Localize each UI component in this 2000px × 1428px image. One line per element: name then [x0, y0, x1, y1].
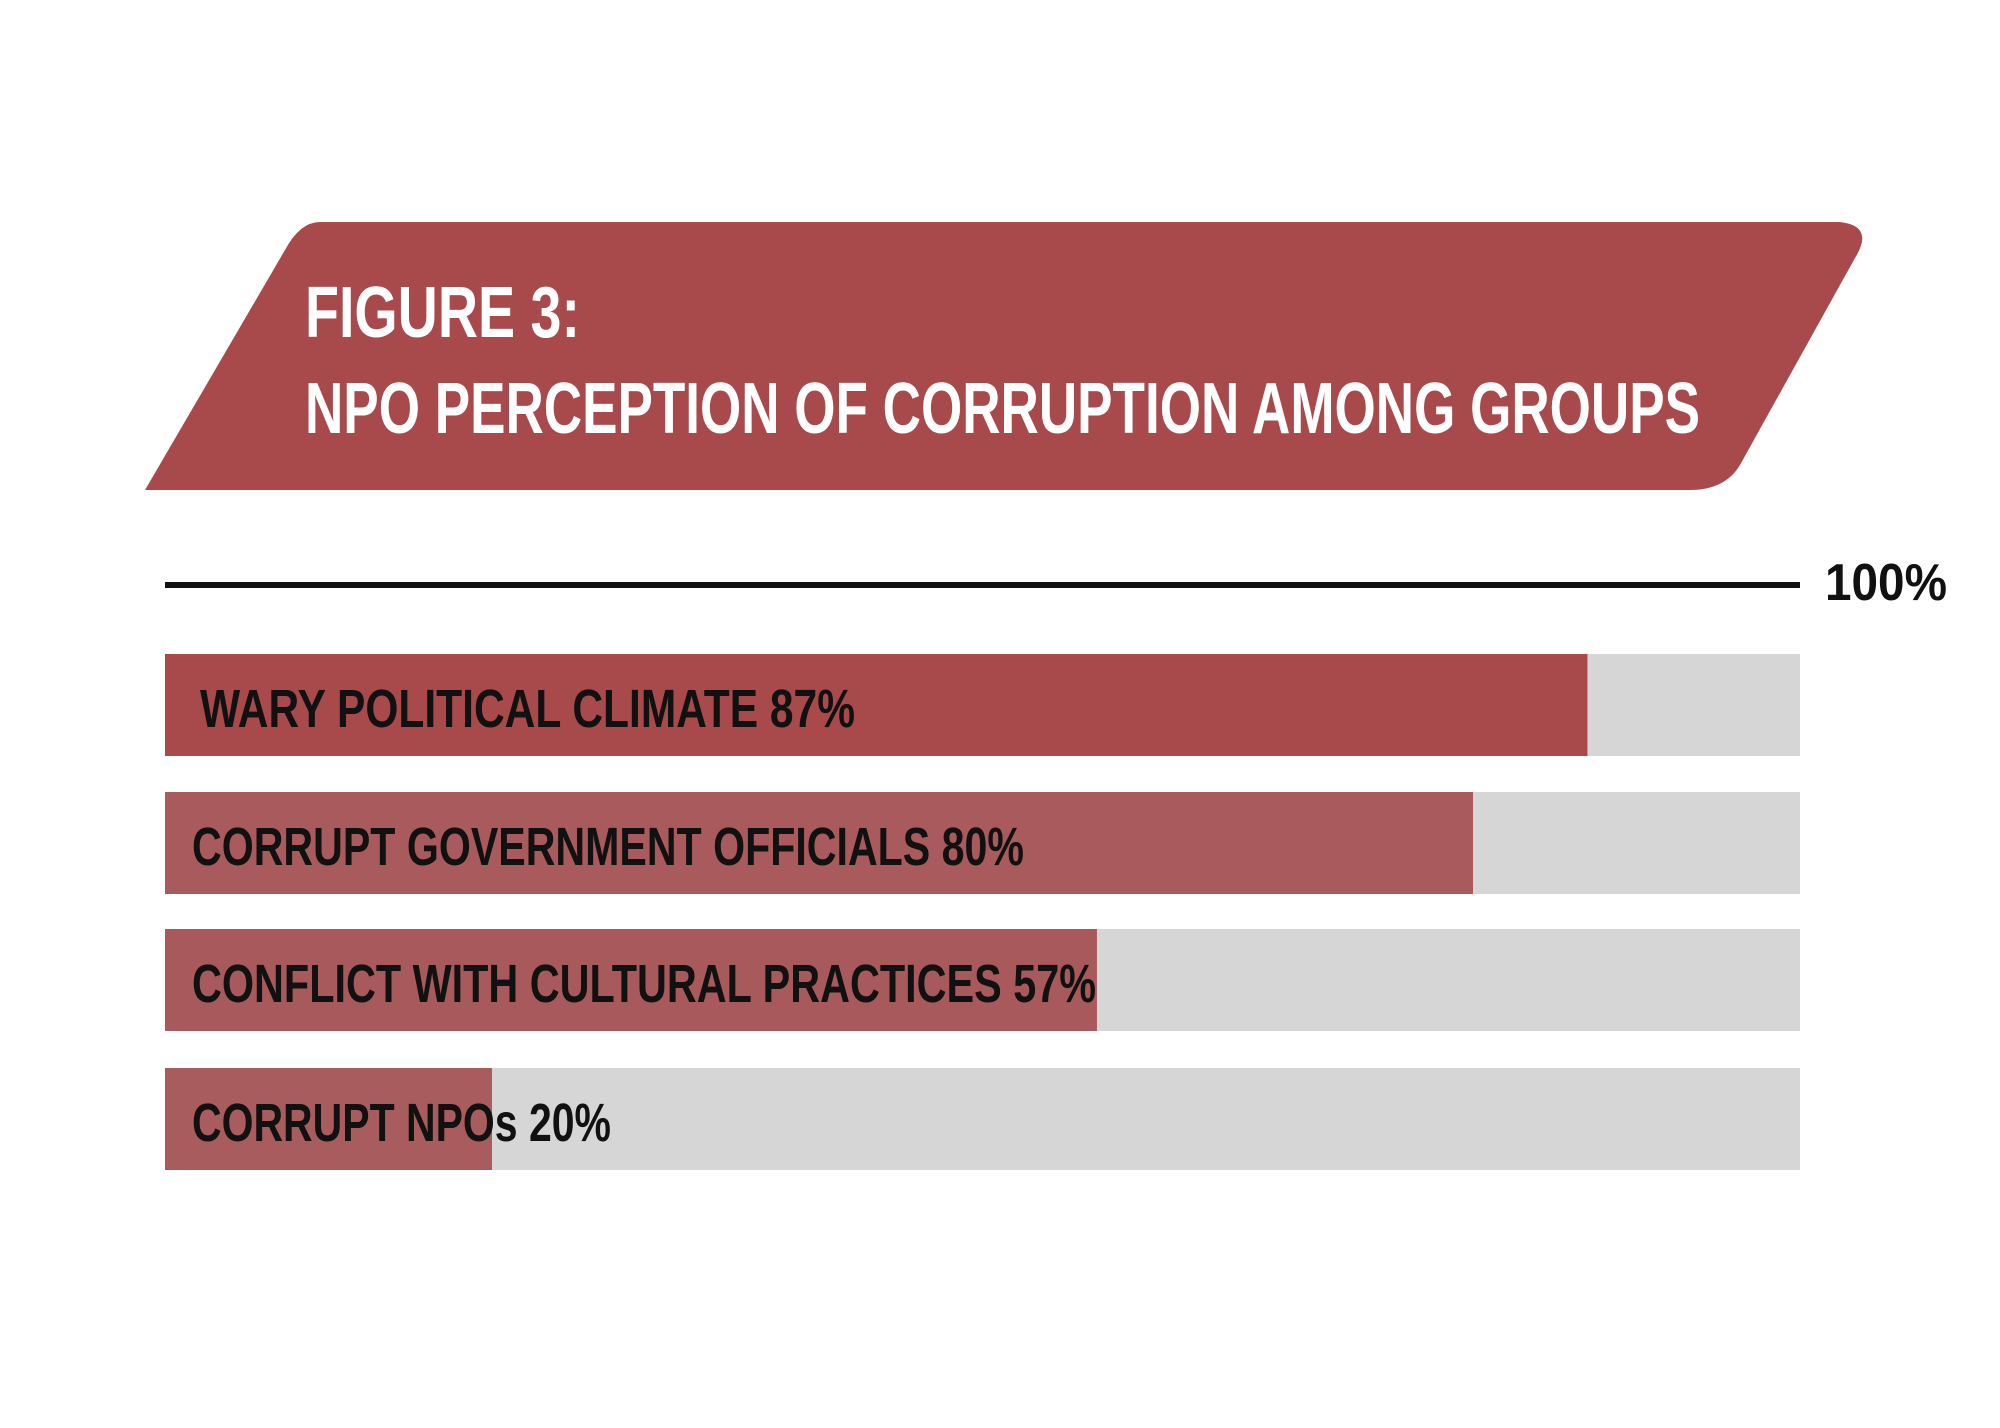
bar [165, 1068, 492, 1170]
chart-title-line1: FIGURE 3: [305, 273, 580, 353]
bar-label: WARY POLITICAL CLIMATE 87% [200, 679, 855, 739]
max-reference-label: 100% [1825, 554, 1947, 612]
title-banner [145, 222, 1863, 490]
bar [165, 792, 1473, 894]
bar [165, 654, 1588, 756]
bars-group: WARY POLITICAL CLIMATE 87% CORRUPT GOVERN… [165, 654, 1800, 1170]
bar-label: CONFLICT WITH CULTURAL PRACTICES 57% [192, 954, 1096, 1014]
bar-label: CORRUPT GOVERNMENT OFFICIALS 80% [192, 817, 1024, 877]
bar [165, 929, 1097, 1031]
chart-title-line2: NPO PERCEPTION OF CORRUPTION AMONG GROUP… [305, 369, 1700, 449]
bar-label: CORRUPT NPOs 20% [192, 1093, 611, 1153]
